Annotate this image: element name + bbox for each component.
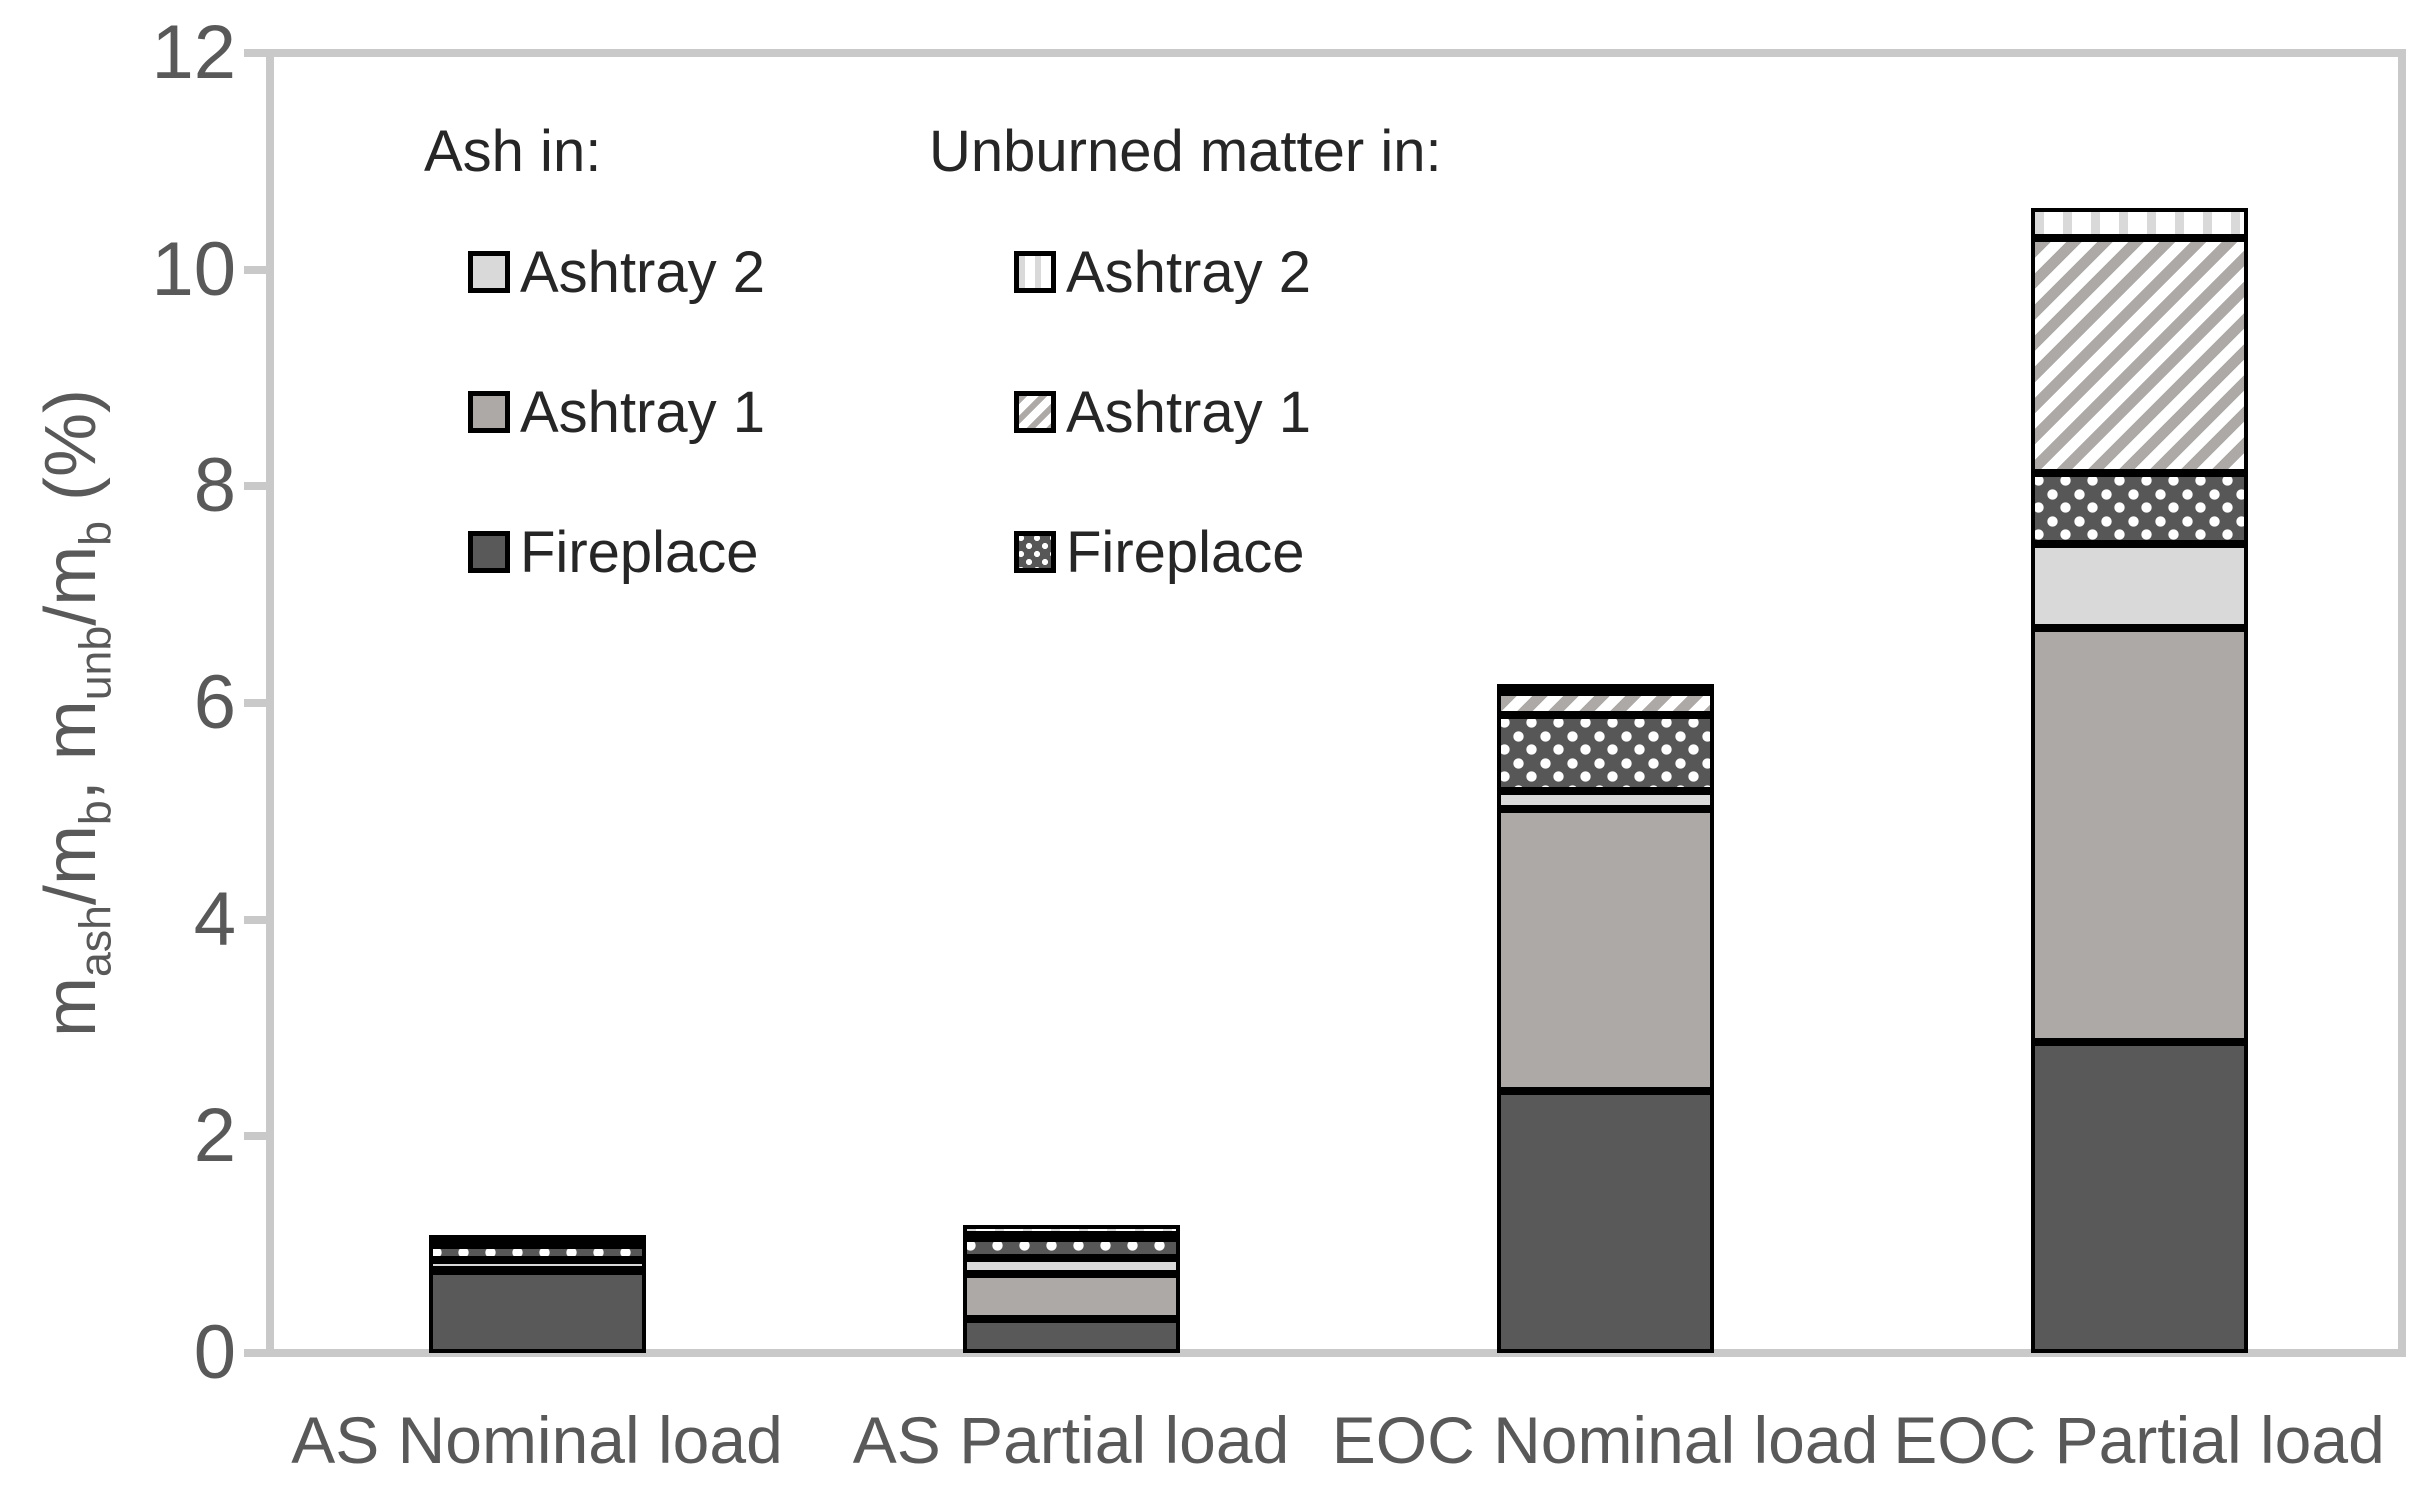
plot-top-border <box>266 49 2406 57</box>
bar-segment-ash_ashtray2 <box>428 1259 646 1270</box>
bar-segment-ash_ashtray2 <box>2030 543 2248 629</box>
y-title-text: m <box>31 977 111 1037</box>
bar-segment-unb_ashtray2 <box>2030 207 2248 239</box>
bar-segment-ash_fireplace <box>2030 1042 2248 1353</box>
legend-item-unb_ashtray2: Ashtray 2 <box>1014 237 1311 307</box>
bar-segment-ash_ashtray1 <box>2030 628 2248 1043</box>
legend-label: Ashtray 2 <box>520 239 765 305</box>
y-axis-title: mash/mb, munb/mb (%) <box>30 63 120 1363</box>
legend-item-unb_fireplace: Fireplace <box>1014 517 1305 587</box>
bar-segment-unb_ashtray1 <box>2030 238 2248 474</box>
y-title-text: /m <box>31 825 111 906</box>
y-tick <box>244 699 266 707</box>
bar-segment-ash_fireplace <box>1496 1090 1714 1353</box>
legend-swatch-unb_ashtray2 <box>1014 251 1056 293</box>
bar-segment-unb_fireplace <box>962 1238 1180 1258</box>
bar-segment-ash_fireplace <box>428 1270 646 1353</box>
legend-label: Ashtray 2 <box>1066 239 1311 305</box>
x-axis-line <box>248 1349 2406 1357</box>
legend-label: Ashtray 1 <box>1066 379 1311 445</box>
bar-segment-unb_ashtray2 <box>428 1234 646 1243</box>
y-tick <box>244 49 266 57</box>
y-title-subscript: b <box>71 520 121 546</box>
y-axis-line <box>266 49 274 1357</box>
legend-header-ash: Ash in: <box>424 119 602 184</box>
bar-segment-unb_ashtray1 <box>1496 692 1714 715</box>
y-tick-label: 4 <box>193 876 236 962</box>
plot-right-border <box>2398 49 2406 1357</box>
y-tick-label: 2 <box>193 1093 236 1179</box>
x-axis-label: AS Nominal load <box>291 1403 783 1477</box>
bar-segment-unb_fireplace <box>2030 473 2248 544</box>
legend-swatch-ash_ashtray1 <box>468 391 510 433</box>
bar-segment-ash_ashtray1 <box>1496 809 1714 1091</box>
y-title-subscript: b <box>71 800 121 826</box>
bar-segment-ash_ashtray2 <box>962 1257 1180 1274</box>
y-tick <box>244 265 266 274</box>
legend-swatch-unb_fireplace <box>1014 531 1056 573</box>
bar-segment-unb_ashtray2 <box>1496 684 1714 693</box>
bar-segment-ash_ashtray1 <box>962 1273 1180 1320</box>
y-tick-label: 6 <box>193 660 236 745</box>
y-tick-label: 0 <box>193 1310 236 1395</box>
x-axis-label: EOC Nominal load <box>1331 1403 1879 1477</box>
x-axis-label: EOC Partial load <box>1893 1403 2385 1477</box>
legend-item-ash_fireplace: Fireplace <box>468 517 759 587</box>
legend-label: Ashtray 1 <box>520 379 765 445</box>
legend-swatch-ash_ashtray2 <box>468 251 510 293</box>
bar-segment-unb_fireplace <box>1496 714 1714 791</box>
bar-segment-unb_ashtray2 <box>962 1225 1180 1235</box>
legend-item-unb_ashtray1: Ashtray 1 <box>1014 377 1311 447</box>
y-tick <box>244 1132 266 1141</box>
bar-segment-ash_fireplace <box>962 1319 1180 1353</box>
y-tick <box>244 915 266 924</box>
y-tick <box>244 1349 266 1357</box>
bar-segment-ash_ashtray2 <box>1496 790 1714 810</box>
legend-header-unburned: Unburned matter in: <box>929 119 1442 184</box>
y-title-text: (%) <box>31 389 111 521</box>
y-tick-label: 8 <box>193 443 236 529</box>
y-title-text: /m <box>31 545 111 626</box>
y-title-text: , m <box>31 700 111 801</box>
y-tick-label: 12 <box>151 10 236 95</box>
y-tick <box>244 482 266 491</box>
legend-item-ash_ashtray1: Ashtray 1 <box>468 377 765 447</box>
legend-swatch-ash_fireplace <box>468 531 510 573</box>
y-title-subscript: unb <box>71 625 121 701</box>
y-tick-label: 10 <box>151 226 236 312</box>
legend-item-ash_ashtray2: Ashtray 2 <box>468 237 765 307</box>
bar-segment-unb_fireplace <box>428 1244 646 1260</box>
legend-swatch-unb_ashtray1 <box>1014 391 1056 433</box>
legend-label: Fireplace <box>1066 519 1305 585</box>
legend-label: Fireplace <box>520 519 759 585</box>
y-title-subscript: ash <box>71 905 121 978</box>
x-axis-label: AS Partial load <box>852 1403 1290 1477</box>
